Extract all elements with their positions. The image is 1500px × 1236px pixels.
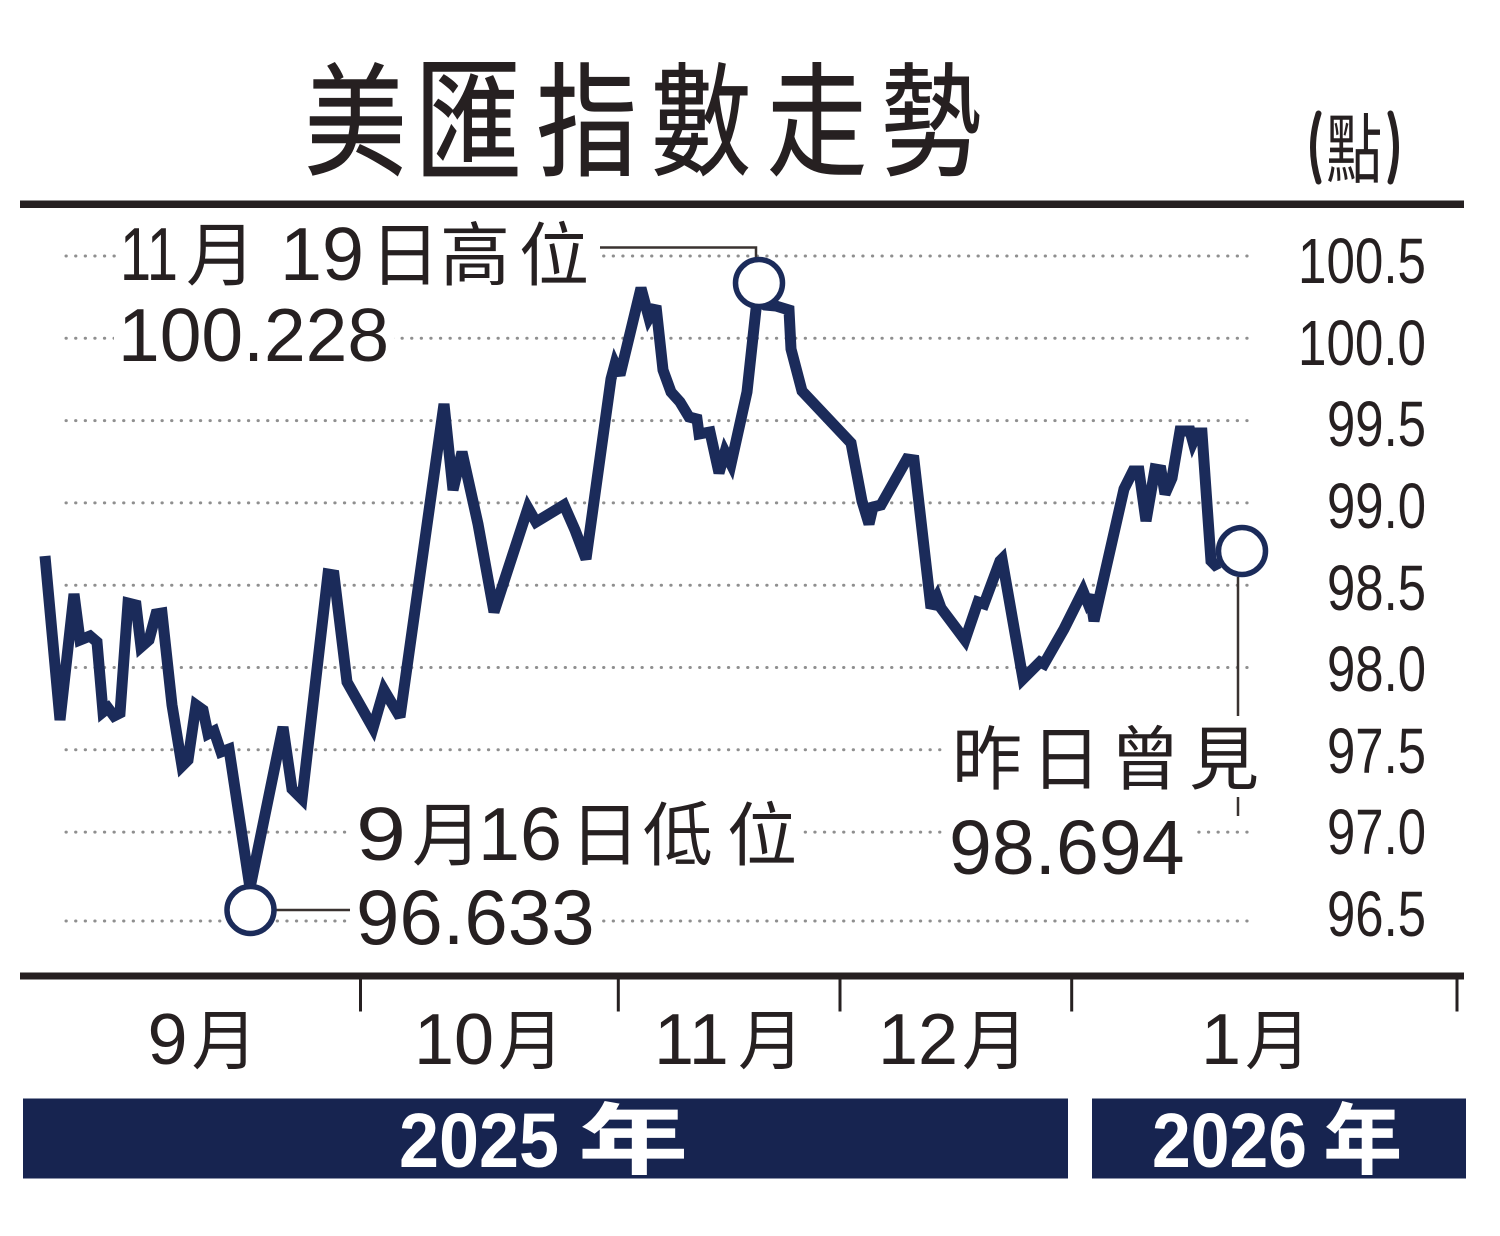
svg-text:16: 16 — [478, 792, 562, 876]
svg-text:98.5: 98.5 — [1327, 552, 1426, 624]
svg-text:97.0: 97.0 — [1327, 796, 1426, 868]
svg-text:100.5: 100.5 — [1298, 225, 1426, 297]
svg-text:100.228: 100.228 — [118, 293, 389, 377]
svg-text:96.633: 96.633 — [356, 873, 595, 961]
svg-text:97.5: 97.5 — [1327, 715, 1426, 787]
svg-text:99.0: 99.0 — [1327, 470, 1426, 542]
svg-text:2026: 2026 — [1152, 1098, 1307, 1184]
svg-text:96.5: 96.5 — [1327, 878, 1426, 950]
svg-text:19: 19 — [280, 212, 364, 296]
svg-text:12: 12 — [878, 1000, 958, 1080]
svg-text:1: 1 — [1201, 1000, 1241, 1080]
svg-text:98.694: 98.694 — [949, 805, 1185, 891]
svg-text:11: 11 — [120, 212, 178, 296]
svg-text:11: 11 — [654, 1000, 729, 1080]
svg-text:9: 9 — [356, 792, 406, 876]
svg-text:99.5: 99.5 — [1327, 388, 1426, 460]
svg-text:98.0: 98.0 — [1327, 633, 1426, 705]
svg-text:100.0: 100.0 — [1298, 307, 1426, 379]
svg-text:10: 10 — [414, 1000, 494, 1080]
svg-text:9: 9 — [148, 1000, 188, 1080]
svg-text:2025: 2025 — [399, 1098, 559, 1184]
